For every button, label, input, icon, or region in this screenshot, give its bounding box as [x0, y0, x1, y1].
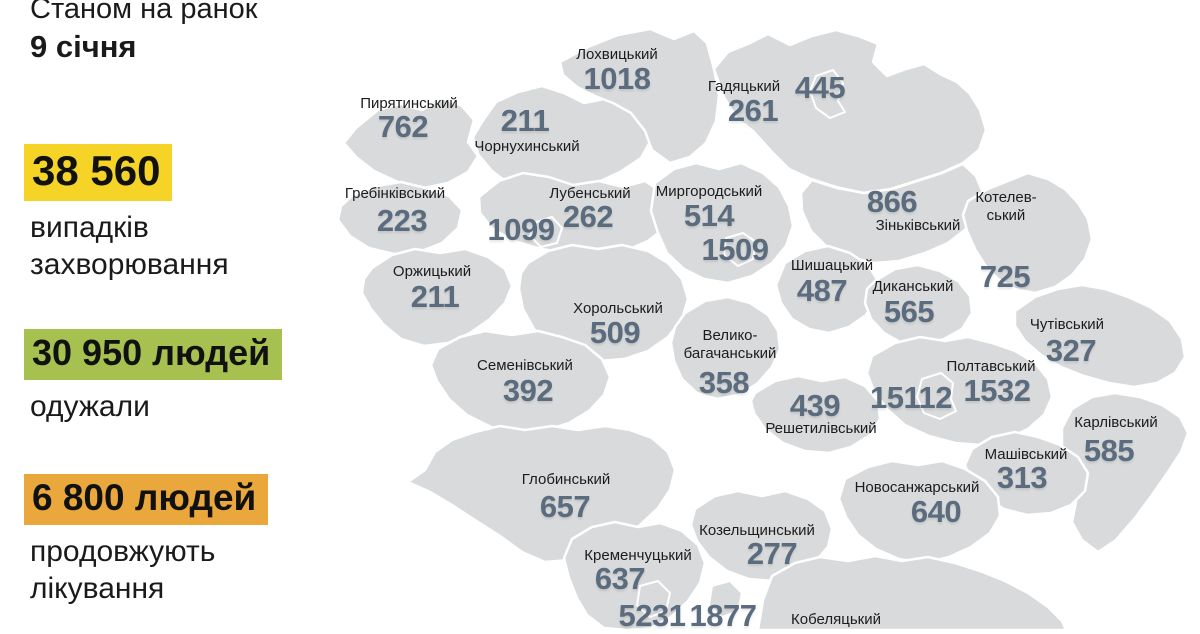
district-label: Велико- багачанський [683, 327, 777, 362]
district-value: 277 [746, 536, 798, 571]
district-value: 261 [727, 93, 779, 128]
district-shape-kotelevskyi [961, 171, 1094, 295]
district-label: Пирятинський [360, 95, 458, 112]
district-shape-hrebinkivskyi [336, 180, 464, 256]
district-value: 392 [502, 373, 554, 408]
stat-total-cases-label: випадків захворювання [30, 211, 229, 281]
district-label: Гадяцький [707, 78, 781, 95]
city-value: 5231 [618, 598, 686, 633]
city-value: 15112 [870, 380, 953, 415]
stat-in-treatment-value: 6 800 людей [24, 474, 269, 525]
district-value: 487 [796, 273, 848, 308]
district-label: Зіньківський [875, 217, 961, 234]
report-date-header: Станом на ранок 9 січня [30, 0, 257, 66]
stats-panel: Станом на ранок 9 січня 38 560 випадків … [0, 0, 320, 630]
district-label: Диканський [872, 278, 954, 295]
district-shape-khorolskyi [517, 243, 690, 363]
stat-recovered: 30 950 людей одужали [24, 329, 283, 425]
city-shape-1 [809, 69, 846, 119]
district-value: 358 [698, 365, 750, 400]
city-shape-3 [723, 232, 757, 267]
stat-recovered-label: одужали [30, 390, 150, 423]
district-value: 211 [410, 279, 460, 314]
district-value: 725 [979, 259, 1031, 294]
district-value: 585 [1083, 433, 1135, 468]
stat-in-treatment: 6 800 людей продовжують лікування [24, 474, 269, 607]
district-shape-lokhvytskyi [558, 27, 721, 165]
city-value: 1877 [689, 598, 757, 633]
district-value: 1532 [963, 373, 1031, 408]
district-value: 762 [377, 109, 429, 144]
district-value: 509 [589, 315, 641, 350]
district-shape-shyshatskyi [774, 244, 880, 335]
district-value: 866 [866, 184, 918, 219]
district-value: 211 [500, 103, 550, 138]
district-value: 327 [1045, 333, 1097, 368]
district-shape-kobeliatskyi [756, 554, 1068, 630]
district-shape-reshetylivskyi [749, 374, 882, 455]
district-label: Чорнухинський [474, 138, 580, 155]
district-shape-chutivskyi [1013, 283, 1187, 389]
district-label: Решетилівський [765, 420, 877, 437]
city-value: 1099 [487, 212, 555, 247]
district-shape-orzhytskyi [360, 247, 514, 348]
district-value: 637 [594, 561, 646, 596]
district-value: 514 [683, 198, 735, 233]
district-label: Новосанжарський [854, 479, 980, 496]
district-value: 657 [539, 489, 591, 524]
city-value: 1509 [701, 232, 769, 267]
district-label: Кременчуцький [584, 547, 692, 564]
district-label: Лохвицький [576, 46, 658, 63]
district-label: Котелев- ський [975, 189, 1037, 224]
city-shape-2 [529, 216, 563, 248]
header-line2: 9 січня [30, 29, 137, 64]
district-label: Кобеляцький [791, 611, 881, 628]
district-shape-chornukhynskyi [471, 84, 653, 196]
district-value: 223 [376, 203, 428, 238]
district-shape-semenivskyi [429, 329, 612, 435]
district-label: Чутівський [1029, 316, 1105, 333]
district-value: 565 [883, 294, 935, 329]
district-shape-velykobahachanskyi [669, 295, 782, 401]
district-shape-dykanskyi [863, 263, 974, 347]
city-shape-4 [916, 372, 957, 420]
city-shape-6 [708, 580, 743, 618]
district-label: Семенівський [477, 357, 573, 374]
district-label: Козельщинський [699, 522, 815, 539]
district-label: Карлівський [1074, 414, 1158, 431]
district-shape-poltavskyi [865, 335, 1054, 447]
district-label: Оржицький [392, 263, 472, 280]
district-shape-kozelshchynskyi [689, 489, 834, 583]
district-label: Шишацький [790, 257, 874, 274]
district-value: 640 [910, 494, 962, 529]
district-label: Полтавський [946, 358, 1036, 375]
stat-total-cases-value: 38 560 [24, 144, 173, 201]
district-label: Хорольський [573, 300, 663, 317]
district-shape-kremenchutskyi [562, 520, 707, 630]
header-line1: Станом на ранок [30, 0, 258, 25]
district-value: 439 [789, 388, 841, 423]
city-value: 445 [794, 70, 846, 105]
district-label: Лубенський [549, 185, 631, 202]
stat-total-cases: 38 560 випадків захворювання [24, 144, 229, 283]
city-shape-5 [636, 580, 671, 618]
district-label: Машівський [984, 446, 1068, 463]
district-shape-hadiatskyi [712, 28, 988, 195]
district-shape-myrhorodskyi [649, 161, 795, 285]
district-shape-novosanzharskyi [837, 459, 1002, 565]
district-value: 1018 [583, 61, 651, 96]
district-label: Миргородський [655, 183, 763, 200]
stat-in-treatment-label: продовжують лікування [30, 535, 216, 605]
district-value: 262 [562, 199, 614, 234]
district-label: Гребінківський [344, 185, 446, 202]
district-shape-pyriatynskyi [342, 96, 480, 190]
stat-recovered-value: 30 950 людей [24, 329, 283, 380]
district-value: 313 [996, 460, 1048, 495]
district-label: Глобинський [521, 471, 611, 488]
